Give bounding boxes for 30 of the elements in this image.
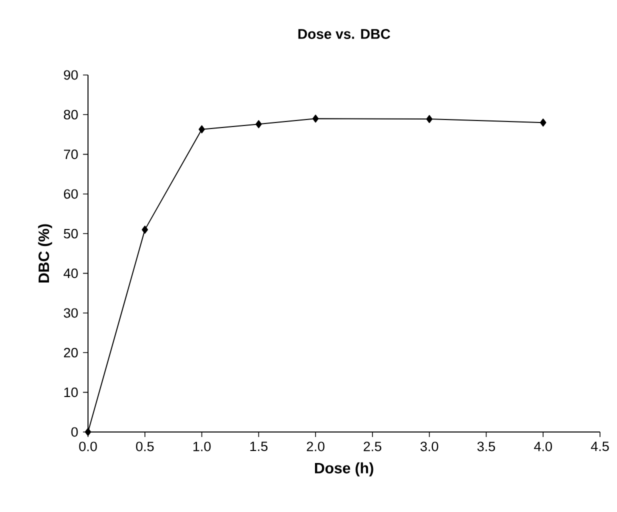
y-tick-label: 30: [64, 308, 78, 318]
point: [142, 226, 148, 234]
y-tick-label: 40: [64, 268, 78, 278]
y-tick-label: 20: [64, 348, 78, 358]
y-tick-label: 70: [64, 150, 78, 160]
y-tick-label: 10: [64, 388, 78, 398]
point: [426, 115, 432, 124]
y-tick-label: 90: [64, 70, 78, 80]
x-tick-label: 0.0: [79, 442, 97, 452]
x-axis-title: Dose (h): [315, 462, 374, 476]
x-tick-label: 3.5: [477, 442, 496, 452]
y-tick-label: 80: [64, 110, 78, 120]
y-tick-label: 60: [64, 189, 78, 199]
x-tick-label: 4.5: [590, 442, 609, 452]
point: [256, 120, 262, 128]
x-tick-label: 3.0: [420, 442, 438, 452]
y-tick-label: 0: [71, 427, 78, 437]
x-tick-label: 2.0: [306, 442, 324, 452]
chart-title: Dose vs. DBC: [298, 29, 390, 39]
x-tick-label: 0.5: [136, 442, 154, 452]
x-tick-label: 2.5: [364, 442, 382, 452]
x-tick-label: 1.5: [250, 442, 268, 452]
y-tick-label: 50: [64, 228, 78, 238]
point: [540, 118, 546, 127]
x-tick-label: 4.0: [534, 442, 552, 452]
point: [312, 114, 319, 123]
point: [84, 428, 92, 436]
x-tick-label: 1.0: [193, 442, 211, 452]
y-axis-title: DBC (%): [38, 224, 52, 282]
point: [198, 125, 205, 134]
